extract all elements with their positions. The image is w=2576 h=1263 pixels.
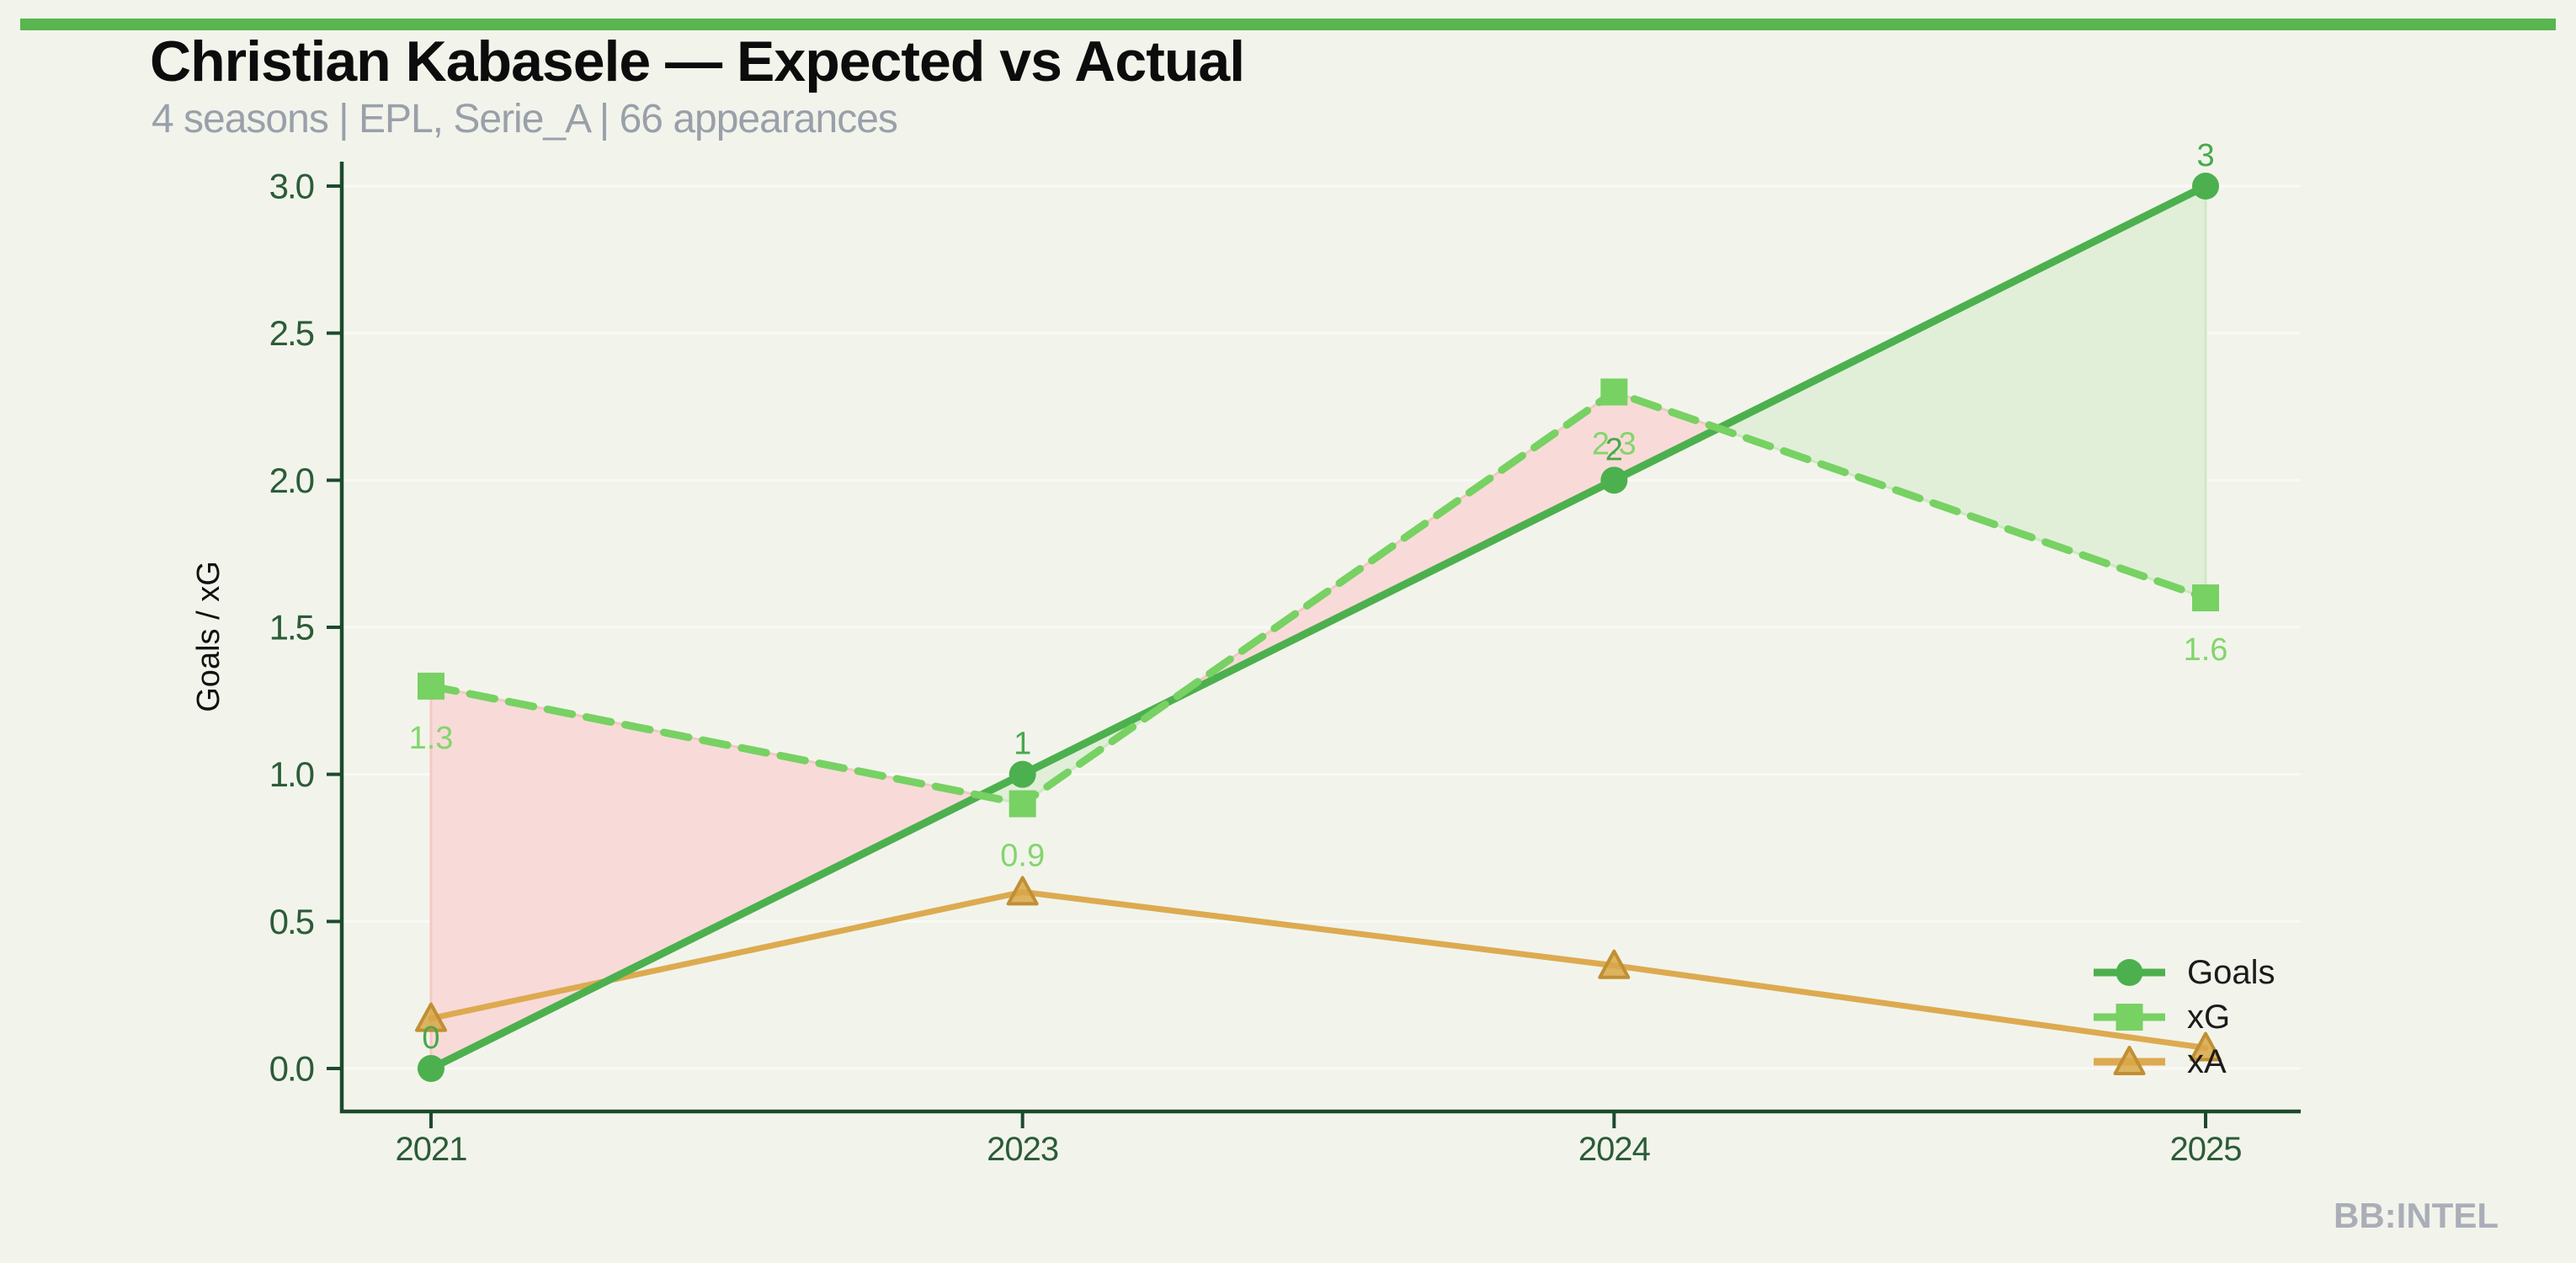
top-accent-bar xyxy=(20,19,2556,30)
legend-item-goals: Goals xyxy=(2094,954,2275,991)
y-tick-label: 1.0 xyxy=(269,754,314,794)
chart-subtitle: 4 seasons | EPL, Serie_A | 66 appearance… xyxy=(152,97,898,141)
xg-point-marker xyxy=(1600,378,1628,406)
goals-value-label: 3 xyxy=(2196,138,2214,173)
goals-point-marker xyxy=(2192,173,2220,200)
legend-item-xa: xA xyxy=(2094,1043,2227,1080)
goals-point-marker xyxy=(2116,959,2143,986)
y-tick-label: 2.5 xyxy=(269,313,314,353)
xg-value-label: 1.6 xyxy=(2184,632,2228,668)
goals-value-label: 1 xyxy=(1014,727,1031,762)
goals-point-marker xyxy=(418,1055,444,1082)
xg-point-marker xyxy=(2192,584,2220,612)
xg-series xyxy=(418,378,2220,818)
xg-value-label: 1.3 xyxy=(409,721,454,756)
y-tick-label: 1.5 xyxy=(269,608,314,647)
y-tick-label: 0.0 xyxy=(269,1049,314,1089)
goals-point-marker xyxy=(1009,760,1036,788)
goals-value-label: 0 xyxy=(422,1021,439,1056)
goals-value-labels: 0 1 2 3 xyxy=(422,138,2214,1056)
axis-spines xyxy=(339,162,2301,1114)
xg-value-label: 2.3 xyxy=(1592,427,1637,462)
legend-label: Goals xyxy=(2187,954,2275,991)
xg-value-labels: 1.3 0.9 2.3 1.6 xyxy=(409,427,2228,874)
xa-point-marker xyxy=(2113,1046,2146,1075)
xg-line xyxy=(427,388,2210,808)
goals-point-marker xyxy=(1600,466,1628,494)
xa-point-marker xyxy=(1598,949,1631,979)
legend-label: xG xyxy=(2187,999,2230,1036)
xg-point-marker xyxy=(2116,1004,2143,1031)
y-tick-label: 3.0 xyxy=(269,167,314,206)
watermark: BB:INTEL xyxy=(2334,1196,2499,1235)
x-tick-label: 2021 xyxy=(396,1131,467,1168)
legend: Goals xG xA xyxy=(2094,954,2275,1080)
x-tick-label: 2025 xyxy=(2170,1131,2242,1168)
y-tick-label: 2.0 xyxy=(269,461,314,500)
x-tick-label: 2024 xyxy=(1578,1131,1651,1168)
chart-title: Christian Kabasele — Expected vs Actual xyxy=(150,29,1245,93)
xg-point-marker xyxy=(418,672,444,700)
xa-line xyxy=(428,888,2209,1051)
goals-value-label: 2 xyxy=(1605,432,1623,467)
x-tick-label: 2023 xyxy=(987,1131,1058,1168)
goals-line xyxy=(427,182,2210,1073)
y-tick-label: 0.5 xyxy=(269,902,314,941)
legend-label: xA xyxy=(2187,1043,2227,1080)
xg-point-marker xyxy=(1009,790,1036,818)
xg-value-label: 0.9 xyxy=(1000,839,1045,874)
xa-point-marker xyxy=(1006,876,1039,906)
goals-series xyxy=(418,173,2220,1082)
xa-point-marker xyxy=(2190,1031,2222,1062)
xa-series xyxy=(415,876,2222,1062)
axes: 0.0 0.5 1.0 1.5 2.0 2.5 3.0 2021 2023 2024 2025 Goa… xyxy=(191,162,2301,1168)
legend-item-xg: xG xyxy=(2094,999,2230,1036)
y-axis-title: Goals / xG xyxy=(191,561,226,712)
xa-point-marker xyxy=(415,1002,447,1032)
